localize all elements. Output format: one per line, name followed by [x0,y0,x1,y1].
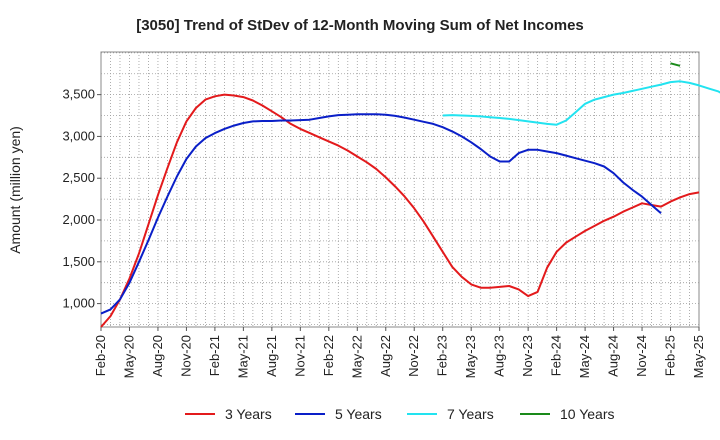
y-tick-label: 3,500 [62,87,95,102]
x-tick-label: May-22 [349,335,364,378]
x-tick-label: Nov-22 [406,335,421,377]
series-line-3-years [100,93,700,328]
x-tick-label: May-21 [235,335,250,378]
chart-title: [3050] Trend of StDev of 12-Month Moving… [136,17,584,34]
x-tick-label: Aug-22 [378,335,393,377]
series-line-5-years [100,113,662,315]
y-axis-label: Amount (million yen) [7,126,23,254]
x-tick-label: Feb-21 [207,335,222,376]
legend-label: 5 Years [335,406,382,422]
x-tick-label: May-20 [121,335,136,378]
x-tick-label: Aug-24 [606,335,621,377]
series-layer [100,62,720,328]
x-tick-label: May-23 [463,335,478,378]
x-tick-label: Feb-25 [663,335,678,376]
y-tick-label: 1,000 [62,296,95,311]
x-axis: Feb-20 May-20 Aug-20 Nov-20 Feb-21 May-21 Aug-… [93,327,706,378]
x-tick-label: Nov-20 [178,335,193,377]
y-tick-label: 1,500 [62,254,95,269]
legend-label: 10 Years [560,406,615,422]
series-line-7-years [442,80,720,126]
plot-area [100,51,700,328]
series-line-10-years [670,62,681,67]
x-tick-label: Nov-24 [634,335,649,377]
x-tick-label: Feb-24 [549,335,564,376]
y-tick-label: 2,500 [62,170,95,185]
x-tick-label: May-25 [691,335,706,378]
x-tick-label: Nov-21 [292,335,307,377]
y-tick-label: 2,000 [62,212,95,227]
x-tick-label: Feb-23 [435,335,450,376]
legend: 3 Years 5 Years 7 Years 10 Years [185,406,615,422]
legend-label: 7 Years [447,406,494,422]
x-tick-label: Aug-20 [150,335,165,377]
x-tick-label: Feb-22 [321,335,336,376]
legend-label: 3 Years [225,406,272,422]
x-tick-label: May-24 [577,335,592,378]
x-tick-label: Aug-21 [264,335,279,377]
x-tick-label: Feb-20 [93,335,108,376]
x-tick-label: Nov-23 [520,335,535,377]
y-tick-label: 3,000 [62,128,95,143]
y-axis: 1,000 1,500 2,000 2,500 3,000 3,500 [62,87,101,311]
x-tick-label: Aug-23 [492,335,507,377]
